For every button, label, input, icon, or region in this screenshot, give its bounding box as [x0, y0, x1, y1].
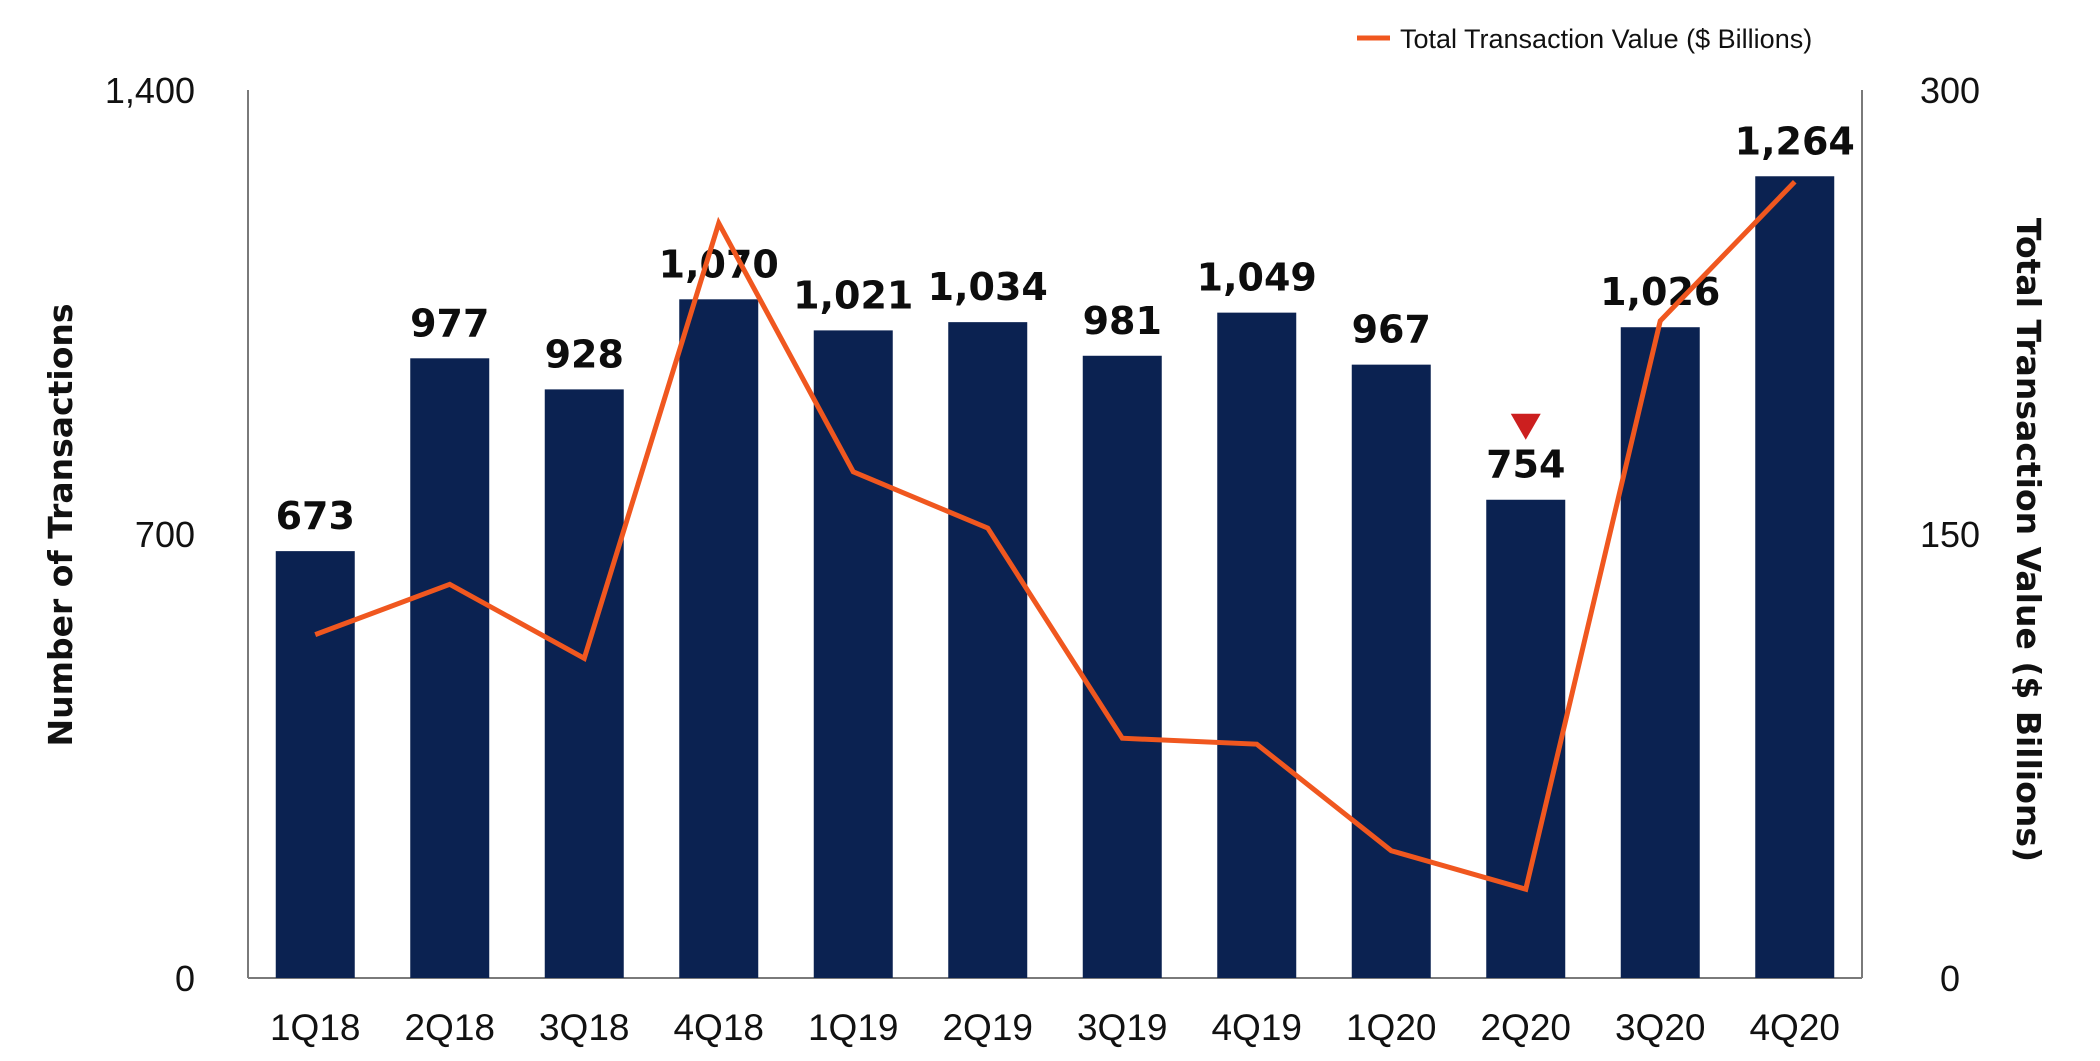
category-label: 1Q18	[270, 1007, 361, 1048]
bar	[544, 389, 624, 979]
axes-group	[247, 90, 1863, 979]
bar	[679, 299, 759, 978]
bar-data-label: 1,070	[659, 242, 779, 286]
bar	[1755, 176, 1835, 978]
bar-data-label: 754	[1486, 443, 1565, 487]
left-tick-label: 1,400	[105, 70, 195, 111]
left-y-ticks: 0 700 1,400	[105, 70, 195, 999]
bar	[410, 358, 490, 978]
right-tick-label: 0	[1940, 958, 1960, 999]
bar-data-label: 673	[276, 494, 355, 538]
bar-data-label: 981	[1083, 299, 1162, 343]
annotations	[1510, 413, 1541, 440]
category-label: 3Q18	[539, 1007, 630, 1048]
right-tick-label: 150	[1920, 514, 1980, 555]
category-label: 2Q18	[404, 1007, 495, 1048]
category-label: 3Q20	[1615, 1007, 1706, 1048]
line-series-total-transaction-value	[314, 180, 1797, 893]
bar	[1351, 364, 1431, 978]
category-label: 1Q20	[1346, 1007, 1437, 1048]
bar-data-label: 1,034	[928, 265, 1048, 309]
bar	[1217, 312, 1297, 978]
left-tick-label: 700	[135, 514, 195, 555]
left-tick-label: 0	[175, 958, 195, 999]
down-triangle-icon	[1510, 413, 1541, 440]
right-tick-label: 300	[1920, 70, 1980, 111]
bar-data-labels: 673 977 928 1,070 1,021 1,034 981 1,049 967 754 1,…	[276, 119, 1855, 538]
bar	[813, 330, 893, 978]
bar-data-label: 1,049	[1197, 256, 1317, 300]
bar-data-label: 967	[1352, 308, 1431, 352]
category-label: 2Q19	[942, 1007, 1033, 1048]
bar	[1620, 327, 1700, 978]
bar-data-label: 1,021	[793, 273, 913, 317]
category-label: 2Q20	[1480, 1007, 1571, 1048]
legend-label: Total Transaction Value ($ Billions)	[1400, 24, 1812, 54]
right-axis-title: Total Transaction Value ($ Billions)	[2009, 218, 2048, 862]
bar-data-label: 928	[545, 332, 624, 376]
category-label: 4Q20	[1749, 1007, 1840, 1048]
bar	[948, 322, 1028, 978]
bar-data-label: 1,264	[1735, 119, 1855, 163]
category-label: 4Q18	[673, 1007, 764, 1048]
right-y-ticks: 0 150 300	[1920, 70, 1980, 999]
line-series-group	[314, 180, 1797, 893]
category-label: 3Q19	[1077, 1007, 1168, 1048]
category-labels: 1Q18 2Q18 3Q18 4Q18 1Q19 2Q19 3Q19 4Q19 1Q20 2Q20…	[270, 1007, 1840, 1048]
bar	[1486, 499, 1566, 978]
legend: Total Transaction Value ($ Billions)	[1357, 24, 1812, 54]
left-axis-title: Number of Transactions	[41, 303, 80, 746]
bar	[1082, 355, 1162, 978]
category-label: 4Q19	[1211, 1007, 1302, 1048]
bar-data-label: 977	[410, 301, 489, 345]
bar	[275, 551, 355, 978]
category-label: 1Q19	[808, 1007, 899, 1048]
